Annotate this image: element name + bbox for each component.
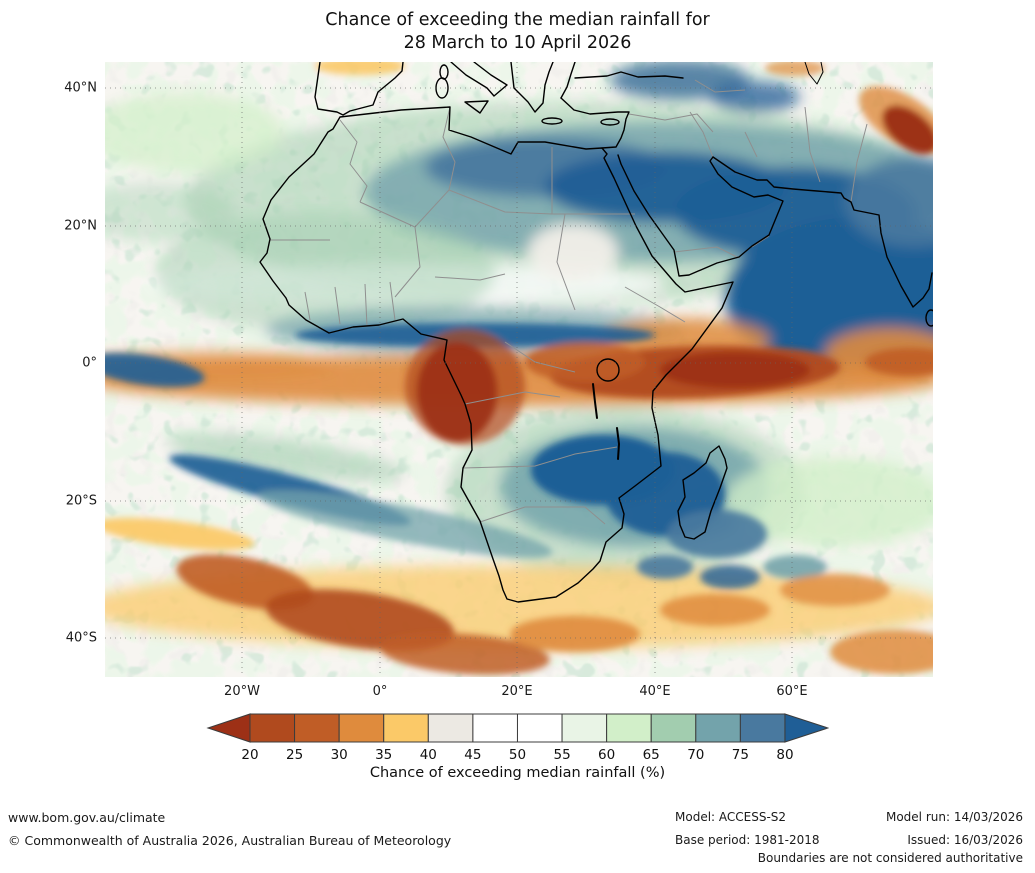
colorbar-segment bbox=[516, 713, 563, 743]
bom-url: www.bom.gov.au/climate bbox=[8, 810, 166, 825]
iberia-coastline bbox=[314, 62, 404, 116]
footer-run-column: Model run: 14/03/2026 Issued: 16/03/2026 bbox=[886, 806, 1023, 852]
title-line-1: Chance of exceeding the median rainfall … bbox=[325, 10, 710, 30]
colorbar-segment bbox=[472, 713, 518, 743]
colorbar-segment bbox=[427, 713, 474, 743]
footer-left: www.bom.gov.au/climate © Commonwealth of… bbox=[8, 806, 451, 852]
colorbar-tick: 20 bbox=[241, 747, 259, 763]
colorbar-segment bbox=[695, 713, 741, 743]
colorbar-segment bbox=[383, 713, 429, 743]
lat-label: 40°S bbox=[65, 630, 97, 646]
copyright-text: © Commonwealth of Australia 2026, Austra… bbox=[8, 833, 452, 848]
colorbar-segment bbox=[606, 713, 652, 743]
lat-label: 20°N bbox=[64, 218, 97, 234]
lat-label: 40°N bbox=[64, 80, 97, 96]
colorbar-segment bbox=[294, 713, 340, 743]
colorbar-tick: 80 bbox=[776, 747, 794, 763]
cyprus bbox=[600, 118, 620, 126]
africa-coastline bbox=[259, 106, 734, 603]
base-period-label: Base period: 1981-2018 bbox=[675, 833, 820, 847]
aegean-turkey-coastline bbox=[560, 62, 576, 99]
colorbar-segment bbox=[249, 713, 296, 743]
colorbar-tick: 70 bbox=[687, 747, 705, 763]
colorbar-tick: 45 bbox=[464, 747, 482, 763]
lat-label: 20°S bbox=[65, 493, 97, 509]
figure-title: Chance of exceeding the median rainfall … bbox=[0, 9, 1035, 55]
colorbar-tick: 35 bbox=[375, 747, 393, 763]
levant-turkey-coastline bbox=[560, 97, 630, 149]
black-sea-coastline bbox=[574, 71, 684, 79]
colorbar bbox=[206, 712, 830, 744]
colorbar-segment bbox=[650, 713, 697, 743]
lon-label: 20°E bbox=[501, 684, 533, 699]
crete bbox=[541, 117, 563, 125]
lon-label: 0° bbox=[372, 684, 388, 699]
madagascar-coastline bbox=[677, 445, 728, 540]
lon-label: 40°E bbox=[639, 684, 671, 699]
colorbar-tick: 25 bbox=[286, 747, 304, 763]
model-run-label: Model run: 14/03/2026 bbox=[885, 810, 1023, 824]
footer-model-column: Model: ACCESS-S2 Base period: 1981-2018 bbox=[675, 806, 820, 852]
lake-malawi bbox=[616, 427, 620, 460]
colorbar-tick: 75 bbox=[731, 747, 749, 763]
colorbar-segment bbox=[561, 713, 608, 743]
greece-coastline bbox=[510, 62, 554, 113]
rainfall-probability-map bbox=[105, 62, 933, 677]
issued-label: Issued: 16/03/2026 bbox=[907, 833, 1023, 847]
colorbar-caption: Chance of exceeding median rainfall (%) bbox=[369, 765, 666, 781]
colorbar-tick: 55 bbox=[553, 747, 571, 763]
rainfall-blobs-cores bbox=[105, 62, 933, 675]
model-label: Model: ACCESS-S2 bbox=[675, 810, 787, 824]
country-borders bbox=[270, 79, 868, 525]
colorbar-segment bbox=[338, 713, 385, 743]
map-panel bbox=[105, 62, 933, 677]
boundaries-note: Boundaries are not considered authoritat… bbox=[757, 851, 1023, 865]
caspian-tip bbox=[804, 62, 824, 85]
title-line-2: 28 March to 10 April 2026 bbox=[403, 33, 632, 53]
sicily-coastline bbox=[464, 100, 489, 114]
arabia-coastline bbox=[617, 154, 784, 277]
colorbar-svg bbox=[206, 713, 830, 743]
colorbar-segment bbox=[739, 713, 786, 743]
graticule bbox=[105, 62, 933, 677]
colorbar-tick: 60 bbox=[598, 747, 616, 763]
lon-label: 20°W bbox=[224, 684, 260, 699]
coastlines bbox=[259, 62, 933, 603]
italy-coastline bbox=[450, 62, 508, 97]
lon-label: 60°E bbox=[776, 684, 808, 699]
sri-lanka bbox=[925, 309, 933, 327]
colorbar-tick: 40 bbox=[419, 747, 437, 763]
lat-label: 0° bbox=[82, 355, 97, 371]
corsica bbox=[439, 64, 449, 80]
colorbar-tick: 30 bbox=[330, 747, 348, 763]
lake-victoria bbox=[596, 358, 620, 382]
colorbar-tick: 65 bbox=[642, 747, 660, 763]
lake-tanganyika bbox=[592, 383, 598, 419]
colorbar-tick: 50 bbox=[508, 747, 527, 763]
iran-india-coastline bbox=[712, 156, 933, 308]
